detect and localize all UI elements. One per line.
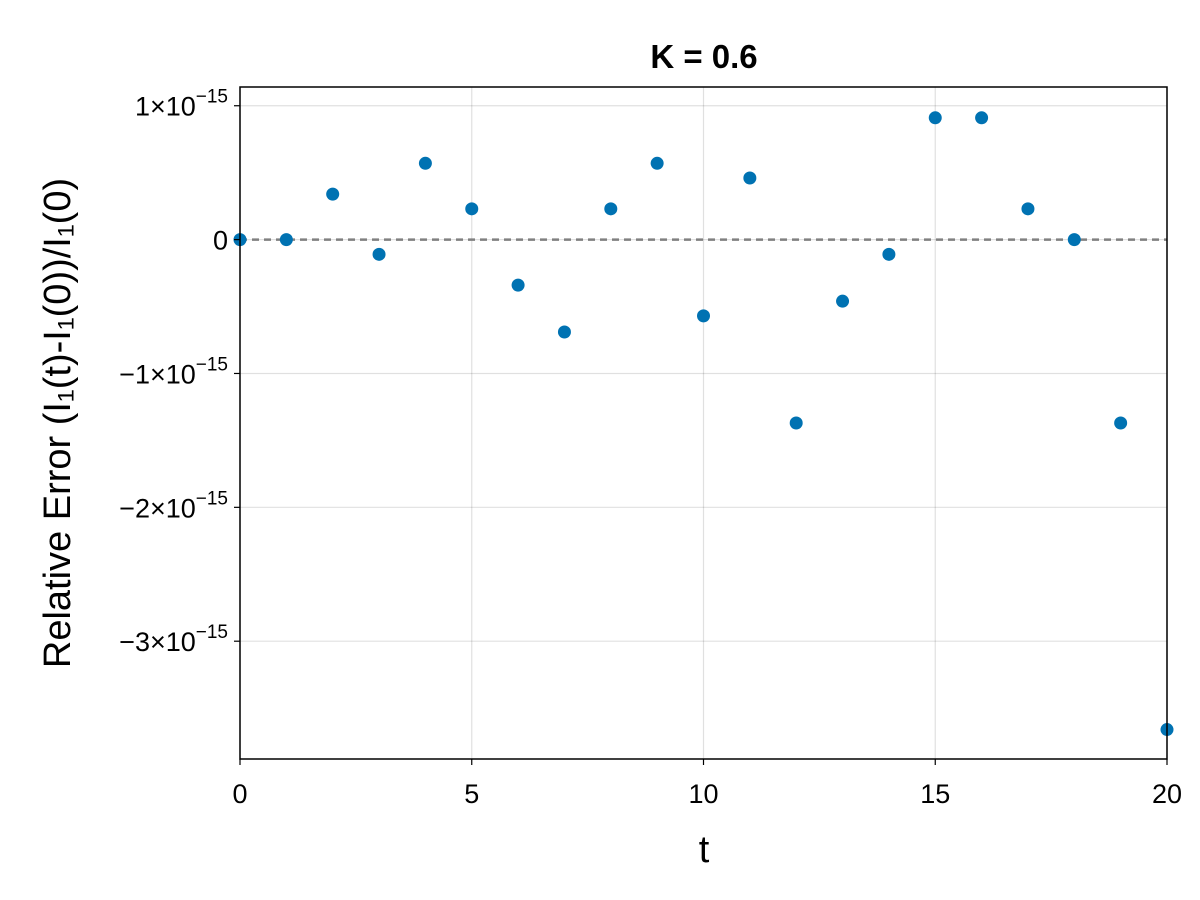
data-point [279,233,293,247]
data-points [233,111,1174,737]
data-point [418,156,432,170]
y-tick-exponent: −15 [196,622,228,643]
data-point [650,156,664,170]
x-axis-label: t [699,829,710,871]
y-tick-exponent: −15 [196,488,228,509]
data-point [975,111,989,125]
data-point [326,187,340,201]
y-tick-exponent: −15 [196,354,228,375]
x-tick-label: 10 [688,779,718,809]
x-tick-label: 20 [1152,779,1182,809]
data-point [604,202,618,216]
x-tick-label: 15 [920,779,950,809]
y-tick-exponent: −15 [196,87,228,108]
data-point [372,247,386,261]
y-tick-mantissa: 0 [213,226,228,256]
y-tick-mantissa: −3×10 [119,627,196,657]
y-tick-label: −1×10−15 [119,354,228,389]
y-tick-label: 1×10−15 [135,87,228,122]
x-tick-label: 0 [232,779,247,809]
y-tick-mantissa: −1×10 [119,359,196,389]
y-tick-label: −3×10−15 [119,622,228,657]
chart-title: K = 0.6 [650,38,757,75]
y-tick-mantissa: −2×10 [119,493,196,523]
x-axis-ticks: 0 5 10 15 20 [232,759,1182,809]
y-axis-label: Relative Error (I₁(t)-I₁(0))/I₁(0) [37,178,79,668]
data-point [882,247,896,261]
data-point [697,309,710,323]
data-point [557,325,571,339]
y-axis-ticks: 1×10−150−1×10−15−2×10−15−3×10−15 [119,87,240,657]
data-point [928,111,942,125]
y-tick-label: −2×10−15 [119,488,228,523]
y-tick-label: 0 [213,226,228,256]
data-point [1114,416,1128,430]
data-point [1021,202,1035,216]
y-tick-mantissa: 1×10 [135,92,196,122]
data-point [465,202,479,216]
grid-lines [239,87,1168,759]
data-point [1067,233,1081,247]
data-point [789,416,803,430]
data-point [743,171,757,185]
data-point [836,294,850,308]
data-point [511,278,525,292]
x-tick-label: 5 [464,779,479,809]
